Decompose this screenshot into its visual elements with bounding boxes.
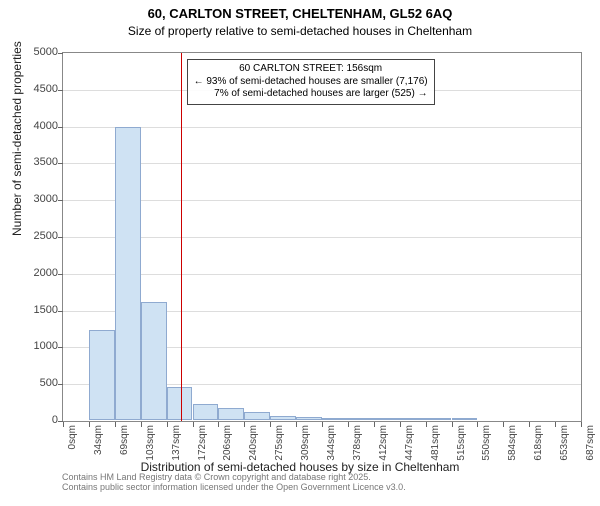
xtick-label: 584sqm [507,425,518,461]
xtick-label: 309sqm [300,425,311,461]
xtick-label: 618sqm [533,425,544,461]
ytick-label: 1000 [18,340,58,352]
xtick-label: 172sqm [197,425,208,461]
annotation-line-2: ← 93% of semi-detached houses are smalle… [194,76,428,89]
plot-area-wrap: 0sqm34sqm69sqm103sqm137sqm172sqm206sqm24… [62,52,582,422]
xtick-label: 344sqm [326,425,337,461]
chart-subtitle: Size of property relative to semi-detach… [0,24,600,38]
ytick-label: 0 [18,414,58,426]
histogram-bar [322,418,348,420]
xtick-label: 137sqm [171,425,182,461]
xtick-label: 481sqm [430,425,441,461]
histogram-bar [193,404,219,420]
xtick-label: 447sqm [404,425,415,461]
histogram-bar [426,418,452,420]
xtick-label: 0sqm [67,425,78,449]
y-axis-label: Number of semi-detached properties [10,41,24,236]
xtick-label: 687sqm [585,425,596,461]
xtick-label: 69sqm [119,425,130,455]
histogram-bar [244,412,270,420]
histogram-bar [452,418,478,420]
annotation-line-3: 7% of semi-detached houses are larger (5… [194,88,428,101]
histogram-bar [141,302,167,420]
histogram-bar [348,418,374,420]
xtick-label: 206sqm [222,425,233,461]
histogram-bar [115,127,141,420]
xtick-label: 412sqm [378,425,389,461]
histogram-bar [270,416,296,420]
ytick-label: 1500 [18,304,58,316]
ytick-label: 2500 [18,230,58,242]
histogram-bar [296,417,322,420]
footer-text: Contains HM Land Registry data © Crown c… [62,472,406,493]
ytick-label: 2000 [18,267,58,279]
xtick-label: 378sqm [352,425,363,461]
ytick-label: 3500 [18,156,58,168]
chart-title: 60, CARLTON STREET, CHELTENHAM, GL52 6AQ [0,6,600,22]
histogram-bar [218,408,244,421]
histogram-bar [167,387,193,420]
ytick-label: 3000 [18,193,58,205]
footer-line-1: Contains HM Land Registry data © Crown c… [62,472,406,482]
reference-line [181,53,182,421]
ytick-label: 4500 [18,83,58,95]
ytick-label: 4000 [18,120,58,132]
plot-area: 0sqm34sqm69sqm103sqm137sqm172sqm206sqm24… [62,52,582,422]
xtick-label: 240sqm [248,425,259,461]
annotation-box: 60 CARLTON STREET: 156sqm← 93% of semi-d… [187,59,435,105]
footer-line-2: Contains public sector information licen… [62,482,406,492]
xtick-label: 550sqm [481,425,492,461]
histogram-bar [374,418,400,420]
xtick-label: 275sqm [274,425,285,461]
xtick-label: 34sqm [93,425,104,455]
xtick-label: 653sqm [559,425,570,461]
xtick-label: 103sqm [145,425,156,461]
histogram-bar [400,418,426,420]
ytick-label: 500 [18,377,58,389]
ytick-label: 5000 [18,46,58,58]
histogram-bar [89,330,115,420]
xtick-label: 515sqm [456,425,467,461]
annotation-line-1: 60 CARLTON STREET: 156sqm [194,63,428,76]
